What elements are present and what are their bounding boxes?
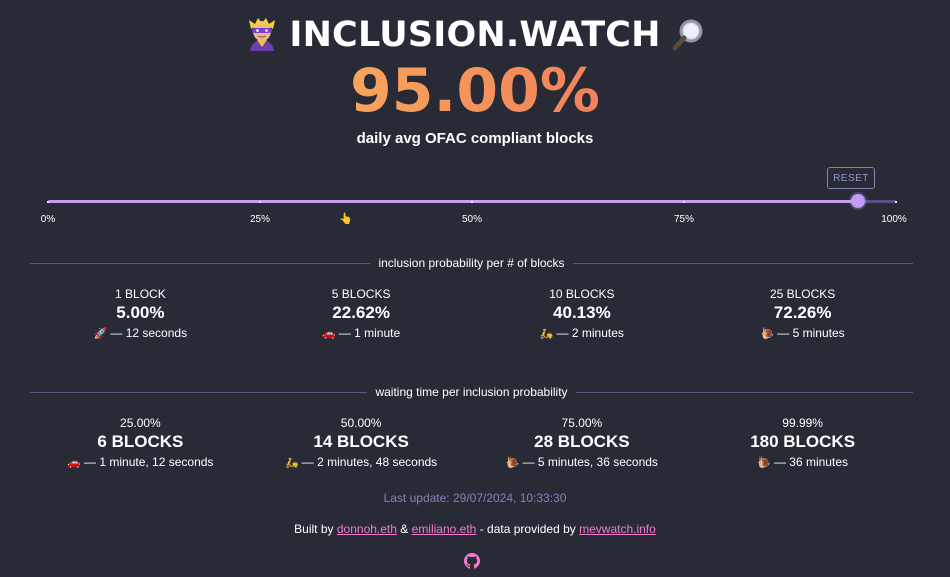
- data-provided-text: - data provided by: [479, 522, 576, 536]
- time-estimate: 🚗 — 1 minute, 12 seconds: [67, 455, 214, 469]
- slider-tick-mark: [47, 201, 49, 203]
- car-icon: 🚗: [67, 457, 82, 469]
- pointing-down-hand-icon: 👆: [339, 213, 353, 225]
- slider-tick-mark: [259, 201, 261, 203]
- required-blocks: 14 BLOCKS: [313, 432, 409, 451]
- compliance-slider-thumb[interactable]: [850, 194, 865, 208]
- rocket-icon: 🚀: [93, 328, 108, 340]
- slider-tick-mark: [683, 201, 685, 203]
- author-link-emiliano[interactable]: emiliano.eth: [411, 522, 477, 536]
- author-link-donnoh[interactable]: donnoh.eth: [336, 522, 397, 536]
- time-estimate: 🛵 — 2 minutes, 48 seconds: [285, 455, 438, 469]
- target-probability: 99.99%: [782, 416, 823, 430]
- block-count: 10 BLOCKS: [549, 287, 615, 301]
- ampersand-text: &: [400, 522, 409, 536]
- inclusion-section-title: inclusion probability per # of blocks: [378, 256, 565, 270]
- waiting-section-divider: waiting time per inclusion probability: [30, 385, 913, 399]
- time-estimate: 🚀 — 12 seconds: [93, 326, 188, 340]
- target-probability: 50.00%: [340, 416, 382, 430]
- slider-tick-label: 50%: [461, 214, 483, 225]
- app-title: INCLUSION.WATCH: [289, 15, 661, 55]
- slider-tick-label: 0%: [40, 214, 56, 225]
- last-update-text: Last update: 29/07/2024, 10:33:30: [383, 491, 567, 505]
- target-probability: 25.00%: [120, 416, 161, 430]
- car-icon: 🚗: [322, 328, 336, 340]
- required-blocks: 28 BLOCKS: [534, 432, 630, 451]
- snail-icon: 🐌: [760, 328, 775, 340]
- snail-icon: 🐌: [505, 457, 520, 469]
- inclusion-probability: 72.26%: [773, 303, 832, 322]
- inclusion-probability: 5.00%: [116, 303, 165, 322]
- compliance-slider-fill: [48, 200, 854, 203]
- header: INCLUSION.WATCH: [0, 12, 950, 58]
- inclusion-stat: 5 BLOCKS 22.62% 🚗 — 1 minute: [251, 286, 472, 342]
- time-estimate: 🚗 — 1 minute: [322, 326, 401, 340]
- inclusion-stats-row: 1 BLOCK 5.00% 🚀 — 12 seconds 5 BLOCKS 22.…: [30, 286, 913, 342]
- required-blocks: 6 BLOCKS: [97, 432, 184, 451]
- snail-icon: 🐌: [757, 457, 771, 469]
- inclusion-probability: 40.13%: [553, 303, 611, 322]
- slider-tick-label: 100%: [881, 214, 907, 225]
- waiting-stats-row: 25.00% 6 BLOCKS 🚗 — 1 minute, 12 seconds …: [30, 415, 913, 471]
- time-estimate: 🛵 — 2 minutes: [539, 326, 624, 340]
- inclusion-stat: 10 BLOCKS 40.13% 🛵 — 2 minutes: [472, 286, 693, 342]
- waiting-stat: 75.00% 28 BLOCKS 🐌 — 5 minutes, 36 second…: [472, 415, 693, 471]
- slider-tick-mark: [471, 201, 473, 203]
- required-blocks: 180 BLOCKS: [750, 432, 856, 451]
- built-by-text: Built by: [294, 522, 334, 536]
- reset-button[interactable]: RESET: [827, 167, 875, 189]
- inclusion-stat: 25 BLOCKS 72.26% 🐌 — 5 minutes: [692, 286, 913, 342]
- slider-tick-mark: [895, 201, 897, 203]
- inclusion-probability: 22.62%: [332, 303, 390, 322]
- block-count: 5 BLOCKS: [331, 287, 391, 301]
- waiting-stat: 50.00% 14 BLOCKS 🛵 — 2 minutes, 48 second…: [251, 415, 472, 471]
- footer: Built by donnoh.eth & emiliano.eth - dat…: [0, 522, 950, 536]
- time-estimate: 🐌 — 5 minutes, 36 seconds: [505, 455, 658, 469]
- github-icon[interactable]: [464, 553, 480, 569]
- masked-hero-icon: [243, 16, 281, 54]
- time-estimate: 🐌 — 5 minutes: [760, 326, 845, 340]
- block-count: 1 BLOCK: [115, 287, 166, 301]
- magnifying-glass-icon: [669, 16, 707, 54]
- waiting-stat: 99.99% 180 BLOCKS 🐌 — 36 minutes: [692, 415, 913, 471]
- compliance-percentage: 95.00%: [0, 58, 950, 124]
- waiting-section-title: waiting time per inclusion probability: [375, 385, 568, 399]
- scooter-icon: 🛵: [285, 457, 299, 469]
- block-count: 25 BLOCKS: [769, 287, 836, 301]
- inclusion-section-divider: inclusion probability per # of blocks: [30, 256, 914, 270]
- slider-tick-label: 25%: [249, 214, 271, 225]
- target-probability: 75.00%: [561, 416, 603, 430]
- slider-tick-label: 75%: [673, 214, 695, 225]
- compliance-caption: daily avg OFAC compliant blocks: [356, 130, 594, 147]
- mevwatch-link[interactable]: mevwatch.info: [579, 522, 656, 536]
- waiting-stat: 25.00% 6 BLOCKS 🚗 — 1 minute, 12 seconds: [30, 415, 251, 471]
- inclusion-stat: 1 BLOCK 5.00% 🚀 — 12 seconds: [30, 286, 251, 342]
- scooter-icon: 🛵: [539, 328, 554, 340]
- time-estimate: 🐌 — 36 minutes: [757, 455, 848, 469]
